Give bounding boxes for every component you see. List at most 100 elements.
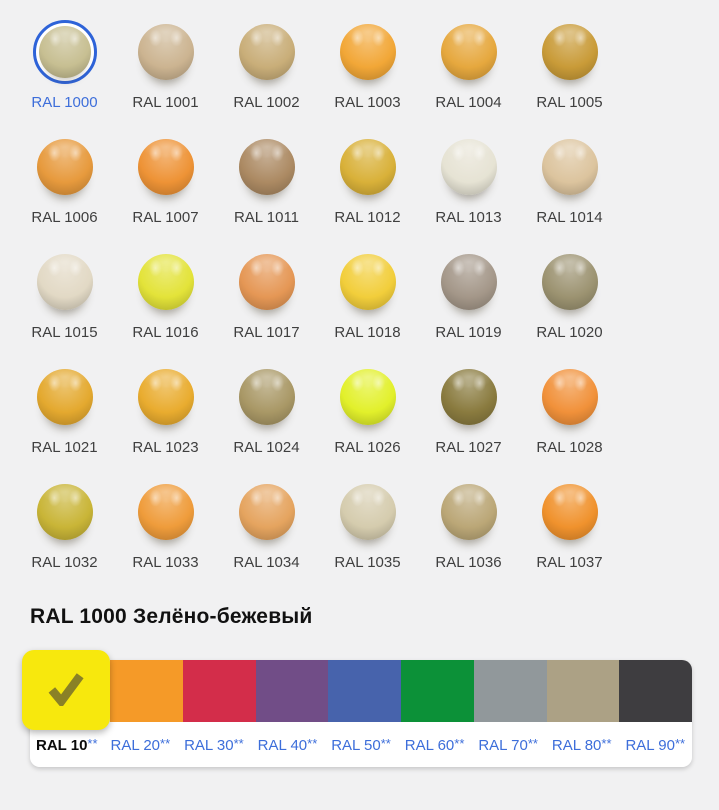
ral-code-label: RAL 1032 — [31, 554, 98, 571]
ral-code-label: RAL 1026 — [334, 439, 401, 456]
page-title: RAL 1000 Зелёно-бежевый — [30, 605, 313, 628]
ral-ball — [541, 139, 598, 195]
ral-color-item[interactable]: RAL 1023 — [115, 361, 216, 476]
ral-color-item[interactable]: RAL 1035 — [317, 476, 418, 591]
ral-color-item[interactable]: RAL 1021 — [14, 361, 115, 476]
ral-color-item[interactable]: RAL 1011 — [216, 131, 317, 246]
ral-ball-ring — [33, 365, 97, 429]
ral-ball-ring — [538, 135, 602, 199]
ral-color-item[interactable]: RAL 1019 — [418, 246, 519, 361]
ral-ball — [440, 139, 497, 195]
ral-color-item[interactable]: RAL 1006 — [14, 131, 115, 246]
group-tab[interactable]: RAL 60** — [404, 735, 465, 754]
group-tab[interactable]: RAL 50** — [331, 735, 391, 754]
ral-color-item[interactable]: RAL 1026 — [317, 361, 418, 476]
ral-code-label: RAL 1033 — [132, 554, 199, 571]
group-swatch[interactable] — [328, 660, 401, 722]
ral-code-label: RAL 1018 — [334, 324, 401, 341]
ral-color-item[interactable]: RAL 1018 — [317, 246, 418, 361]
ral-ball-ring — [235, 365, 299, 429]
ral-color-item[interactable]: RAL 1020 — [519, 246, 620, 361]
ral-ball-ring — [235, 135, 299, 199]
ral-code-label: RAL 1027 — [435, 439, 502, 456]
group-swatch[interactable] — [22, 650, 110, 730]
ral-code-label: RAL 1013 — [435, 209, 502, 226]
ral-ball — [541, 484, 598, 540]
ral-color-item[interactable]: RAL 1027 — [418, 361, 519, 476]
ral-color-item[interactable]: RAL 1033 — [115, 476, 216, 591]
ral-color-item[interactable]: RAL 1015 — [14, 246, 115, 361]
ral-ball-ring — [235, 250, 299, 314]
ral-code-label: RAL 1007 — [132, 209, 199, 226]
ral-ball-ring — [32, 20, 97, 84]
ral-color-item[interactable]: RAL 1000 — [14, 16, 115, 131]
check-icon — [48, 672, 84, 706]
ral-code-label: RAL 1016 — [132, 324, 199, 341]
ral-code-label: RAL 1020 — [536, 324, 603, 341]
ral-color-item[interactable]: RAL 1005 — [519, 16, 620, 131]
ral-color-item[interactable]: RAL 1028 — [519, 361, 620, 476]
ral-ball — [38, 26, 91, 78]
ral-ball — [137, 484, 194, 540]
ral-ball — [440, 484, 497, 540]
ral-ball-ring — [134, 20, 198, 84]
ral-ball — [36, 139, 93, 195]
group-swatch[interactable] — [401, 660, 474, 722]
ral-ball-ring — [538, 480, 602, 544]
group-tab[interactable]: RAL 80** — [551, 735, 612, 754]
ral-code-label: RAL 1011 — [233, 209, 300, 226]
ral-code-label: RAL 1005 — [536, 94, 603, 111]
group-tab-row: RAL 10** RAL 20** RAL 30** RAL 40** RAL … — [30, 722, 692, 767]
group-swatch[interactable] — [182, 660, 256, 722]
ral-color-item[interactable]: RAL 1017 — [216, 246, 317, 361]
ral-ball — [36, 254, 93, 310]
ral-color-item[interactable]: RAL 1034 — [216, 476, 317, 591]
group-swatch[interactable] — [619, 660, 692, 722]
group-swatch[interactable] — [546, 660, 620, 722]
group-tab[interactable]: RAL 30** — [184, 735, 244, 754]
group-swatch[interactable] — [255, 660, 329, 722]
ral-color-item[interactable]: RAL 1004 — [418, 16, 519, 131]
ral-color-item[interactable]: RAL 1016 — [115, 246, 216, 361]
ral-ball — [238, 254, 295, 310]
ral-ball-ring — [336, 135, 400, 199]
group-tab[interactable]: RAL 10** — [36, 735, 98, 754]
ral-code-label: RAL 1001 — [132, 94, 199, 111]
ral-ball — [339, 484, 396, 540]
ral-code-label: RAL 1028 — [536, 439, 603, 456]
ral-color-item[interactable]: RAL 1002 — [216, 16, 317, 131]
ral-code-label: RAL 1006 — [31, 209, 98, 226]
ral-ball-ring — [538, 20, 602, 84]
ral-ball — [238, 369, 295, 425]
ral-color-item[interactable]: RAL 1013 — [418, 131, 519, 246]
ral-ball-ring — [134, 365, 198, 429]
ral-color-item[interactable]: RAL 1014 — [519, 131, 620, 246]
ral-ball — [541, 254, 598, 310]
ral-color-item[interactable]: RAL 1024 — [216, 361, 317, 476]
ral-ball-ring — [336, 365, 400, 429]
ral-ball-ring — [437, 365, 501, 429]
ral-ball-ring — [33, 135, 97, 199]
ral-ball-ring — [33, 250, 97, 314]
group-tab[interactable]: RAL 20** — [110, 735, 171, 754]
ral-code-label: RAL 1002 — [233, 94, 300, 111]
ral-ball — [541, 24, 598, 80]
ral-color-item[interactable]: RAL 1032 — [14, 476, 115, 591]
ral-color-item[interactable]: RAL 1012 — [317, 131, 418, 246]
ral-ball — [238, 484, 295, 540]
ral-color-item[interactable]: RAL 1003 — [317, 16, 418, 131]
group-tab[interactable]: RAL 40** — [257, 735, 318, 754]
ral-ball-ring — [134, 250, 198, 314]
group-swatch[interactable] — [473, 660, 547, 722]
ral-ball-ring — [538, 250, 602, 314]
group-tab[interactable]: RAL 70** — [478, 735, 538, 754]
ral-color-grid: RAL 1000 RAL 1001 RAL 1002 RAL 1003 RAL … — [14, 16, 620, 591]
ral-color-item[interactable]: RAL 1037 — [519, 476, 620, 591]
group-tab[interactable]: RAL 90** — [625, 735, 686, 754]
ral-ball — [36, 484, 93, 540]
ral-color-item[interactable]: RAL 1007 — [115, 131, 216, 246]
ral-color-item[interactable]: RAL 1001 — [115, 16, 216, 131]
group-swatch[interactable] — [110, 660, 183, 722]
ral-color-item[interactable]: RAL 1036 — [418, 476, 519, 591]
